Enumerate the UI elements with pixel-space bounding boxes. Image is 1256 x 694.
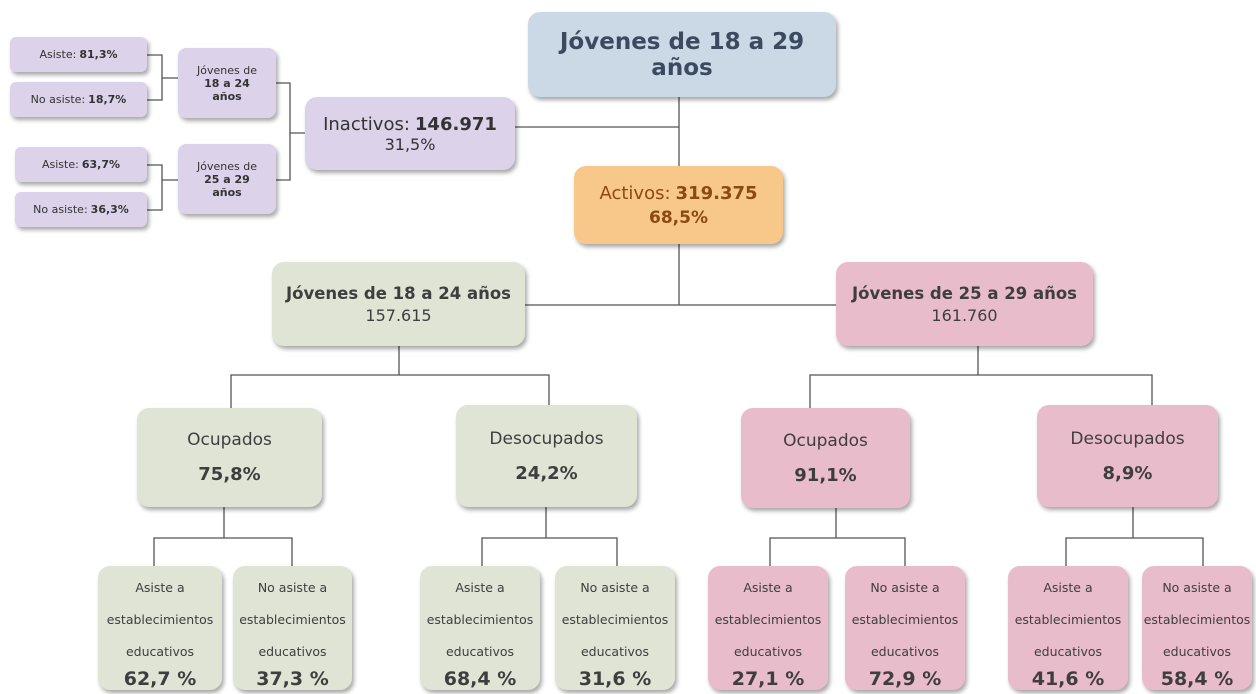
connector [147, 54, 178, 101]
education-share: 37,3 % [256, 668, 329, 690]
group-title: Jóvenes de 18 a 24 años [286, 283, 511, 303]
education-box: Asiste a establecimientos educativos 62,7… [98, 566, 222, 690]
education-box: No asiste a establecimientos educativos 3… [233, 566, 352, 690]
age-range: 18 a 24 [204, 76, 250, 90]
activos-box: Activos: 319.375 68,5% [574, 166, 783, 244]
education-label: No asiste a establecimientos educativos [851, 580, 959, 659]
age-group-box: Jóvenes de 18 a 24 años [178, 48, 276, 118]
education-share: 62,7 % [123, 668, 197, 690]
education-label: No asiste a establecimientos educativos [561, 580, 669, 659]
connector [809, 346, 1153, 408]
education-box: Asiste a establecimientos educativos 27,1… [708, 566, 828, 690]
education-label: Asiste a establecimientos educativos [714, 580, 822, 659]
attendance-label: No asiste: [33, 203, 88, 216]
attendance-share: 81,3% [79, 48, 118, 61]
connector [769, 508, 906, 566]
education-label: Asiste a establecimientos educativos [1014, 580, 1122, 659]
age-prefix: Jóvenes de [197, 63, 257, 77]
status-label: Desocupados [489, 428, 604, 449]
connector [515, 97, 680, 166]
education-box: No asiste a establecimientos educativos 5… [1142, 566, 1252, 690]
education-label: Asiste a establecimientos educativos [426, 580, 534, 659]
attendance-label: Asiste: [41, 158, 79, 171]
status-label: Ocupados [187, 430, 272, 450]
education-label: No asiste a establecimientos educativos [239, 580, 346, 659]
connector [525, 244, 836, 306]
inactivos-label: Inactivos: [323, 113, 410, 135]
group-box: Jóvenes de 18 a 24 años 157.615 [272, 262, 525, 346]
inactivos-value: 146.971 [414, 113, 497, 135]
education-share: 68,4 % [443, 668, 517, 690]
attendance-box: No asiste: 18,7% [10, 82, 147, 117]
connector [481, 507, 618, 566]
group-total: 157.615 [365, 305, 432, 325]
attendance-share: 63,7% [81, 158, 120, 171]
attendance-box: No asiste: 36,3% [15, 192, 147, 227]
status-box: Ocupados 75,8% [137, 408, 322, 507]
group-total: 161.760 [931, 305, 998, 325]
status-share: 91,1% [794, 464, 857, 486]
attendance-share: 36,3% [90, 203, 129, 216]
root-title: Jóvenes de 18 a 29 años [559, 28, 805, 81]
status-label: Ocupados [783, 430, 868, 451]
activos-line: Activos: 319.375 [599, 183, 757, 204]
inactivos-line: Inactivos: 146.971 [323, 114, 497, 135]
connector [276, 82, 305, 181]
connector [153, 507, 293, 566]
root-box: Jóvenes de 18 a 29 años [528, 12, 836, 97]
age-group-box: Jóvenes de 25 a 29 años [178, 144, 276, 214]
status-share: 8,9% [1102, 462, 1153, 484]
connector [230, 346, 550, 408]
activos-share: 68,5% [649, 207, 708, 228]
attendance-box: Asiste: 81,3% [10, 37, 147, 72]
activos-value: 319.375 [675, 182, 758, 204]
age-range: 25 a 29 [204, 172, 250, 186]
inactivos-share: 31,5% [384, 134, 436, 154]
attendance-label: Asiste: [39, 48, 77, 61]
status-share: 24,2% [515, 462, 578, 484]
attendance-box: Asiste: 63,7% [15, 147, 147, 182]
age-prefix: Jóvenes de [197, 159, 257, 173]
status-share: 75,8% [198, 464, 261, 485]
education-box: Asiste a establecimientos educativos 68,4… [420, 566, 540, 690]
group-title: Jóvenes de 25 a 29 años [852, 283, 1077, 303]
education-box: No asiste a establecimientos educativos 7… [845, 566, 965, 690]
attendance-label: No asiste: [30, 93, 86, 106]
education-share: 31,6 % [578, 668, 652, 690]
education-share: 41,6 % [1031, 668, 1105, 690]
status-label: Desocupados [1070, 428, 1185, 449]
activos-label: Activos: [599, 182, 671, 204]
status-box: Ocupados 91,1% [741, 408, 910, 508]
education-share: 58,4 % [1160, 668, 1234, 690]
education-label: Asiste a establecimientos educativos [106, 580, 214, 659]
age-unit: años [212, 185, 242, 199]
education-share: 27,1 % [731, 668, 805, 690]
connector [1065, 507, 1204, 566]
attendance-share: 18,7% [88, 93, 127, 106]
status-box: Desocupados 8,9% [1037, 405, 1218, 507]
connector [147, 164, 178, 211]
status-box: Desocupados 24,2% [456, 405, 637, 507]
education-box: Asiste a establecimientos educativos 41,6… [1008, 566, 1128, 690]
inactivos-box: Inactivos: 146.971 31,5% [305, 97, 515, 170]
education-share: 72,9 % [868, 668, 942, 690]
age-unit: años [212, 89, 242, 103]
education-label: No asiste a establecimientos educativos [1143, 580, 1251, 659]
group-box: Jóvenes de 25 a 29 años 161.760 [836, 262, 1093, 346]
education-box: No asiste a establecimientos educativos 3… [555, 566, 675, 690]
